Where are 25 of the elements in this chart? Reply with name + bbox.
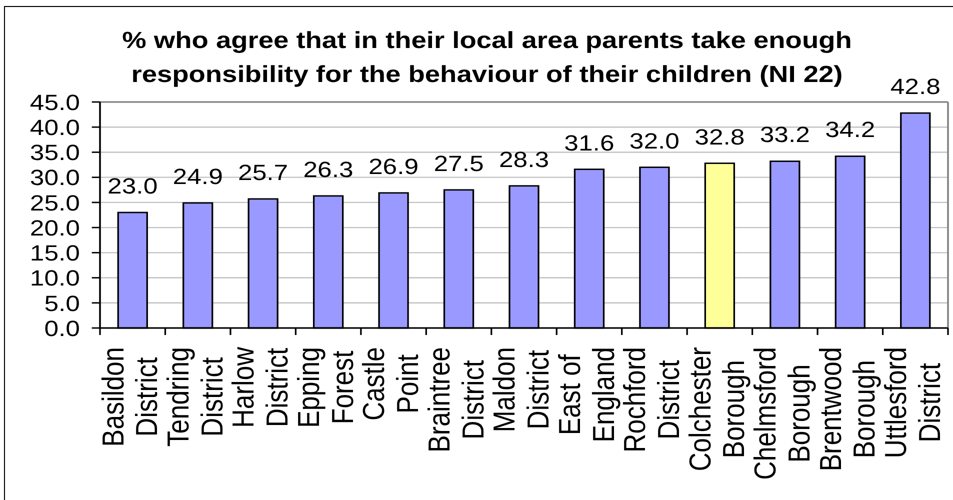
y-tick-label: 5.0 bbox=[44, 292, 80, 316]
y-tick-label: 30.0 bbox=[30, 166, 80, 191]
data-label: 27.5 bbox=[434, 152, 484, 176]
y-tick-label: 45.0 bbox=[30, 90, 80, 116]
data-label: 32.8 bbox=[694, 124, 745, 150]
y-tick-label: 10.0 bbox=[30, 266, 80, 292]
data-label: 25.7 bbox=[238, 160, 288, 186]
y-tick-label: 20.0 bbox=[30, 216, 80, 241]
data-label: 31.6 bbox=[564, 131, 614, 156]
data-label: 26.3 bbox=[303, 158, 354, 182]
y-tick-label: 0.0 bbox=[44, 316, 80, 342]
data-label: 32.0 bbox=[629, 128, 680, 154]
data-label: 34.2 bbox=[825, 118, 876, 143]
data-label: 28.3 bbox=[498, 148, 550, 172]
y-tick-label: 15.0 bbox=[30, 241, 80, 266]
y-tick-label: 35.0 bbox=[30, 140, 80, 166]
data-label: 42.8 bbox=[890, 74, 940, 100]
data-label: 24.9 bbox=[172, 164, 223, 190]
data-label: 23.0 bbox=[108, 174, 158, 199]
data-label: 26.9 bbox=[368, 154, 419, 180]
y-tick-label: 40.0 bbox=[30, 116, 80, 141]
data-label: 33.2 bbox=[760, 122, 810, 148]
y-tick-label: 25.0 bbox=[30, 191, 80, 216]
chart-title: % who agree that in their local area parents take enough responsibility for the behaviour of their children (NI 22) bbox=[122, 28, 852, 88]
x-tick-label: Colchester Borough bbox=[682, 347, 751, 472]
